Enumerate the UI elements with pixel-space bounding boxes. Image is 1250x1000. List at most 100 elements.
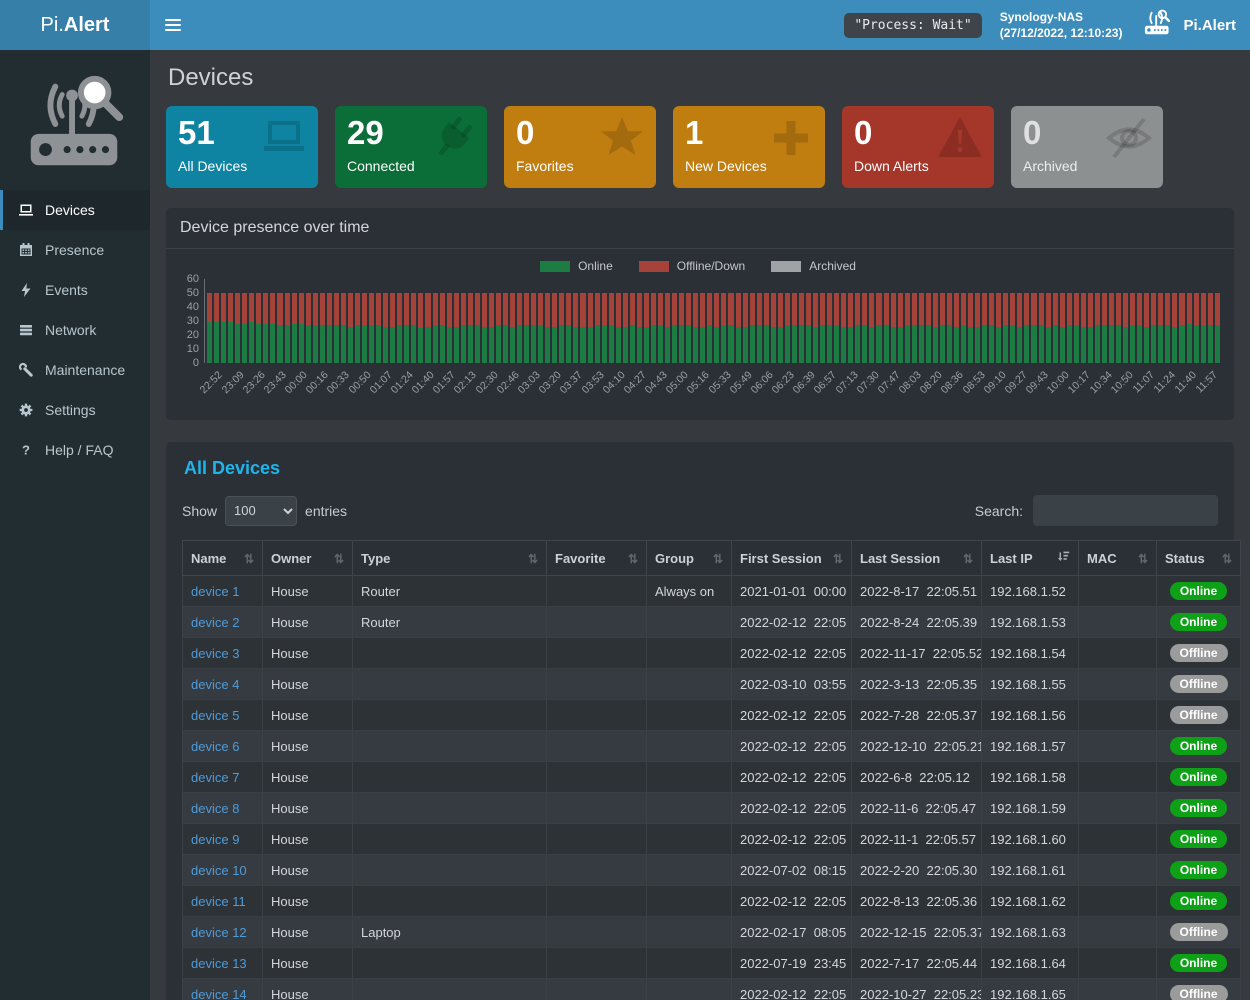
hamburger-menu-icon[interactable] bbox=[150, 0, 195, 50]
column-header-mac[interactable]: MAC⇅ bbox=[1079, 541, 1157, 576]
presence-bar bbox=[750, 293, 755, 363]
last-ip-cell: 192.168.1.55 bbox=[982, 669, 1079, 700]
sidebar-item-settings[interactable]: Settings bbox=[0, 390, 150, 430]
column-header-status[interactable]: Status⇅ bbox=[1157, 541, 1241, 576]
sort-icon: ⇅ bbox=[244, 551, 254, 566]
presence-bar bbox=[954, 293, 959, 363]
presence-bar bbox=[475, 293, 480, 363]
device-link[interactable]: device 8 bbox=[191, 801, 239, 816]
sort-icon: ⇅ bbox=[713, 551, 723, 566]
presence-bar bbox=[1123, 293, 1128, 363]
device-link[interactable]: device 2 bbox=[191, 615, 239, 630]
first-session-cell: 2022-02-12 22:05 bbox=[732, 700, 852, 731]
column-header-last-ip[interactable]: Last IP bbox=[982, 541, 1079, 576]
card-archived[interactable]: 0Archived bbox=[1011, 106, 1163, 188]
presence-bar bbox=[630, 293, 635, 363]
presence-bar bbox=[820, 293, 825, 363]
type-cell: Laptop bbox=[353, 917, 547, 948]
device-link[interactable]: device 9 bbox=[191, 832, 239, 847]
presence-bar bbox=[1208, 293, 1213, 363]
presence-bar bbox=[573, 293, 578, 363]
owner-cell: House bbox=[263, 700, 353, 731]
presence-bar bbox=[862, 293, 867, 363]
sidebar-item-events[interactable]: Events bbox=[0, 270, 150, 310]
table-title: All Devices bbox=[184, 458, 1218, 479]
table-row: device 4House2022-03-10 03:552022-3-13 2… bbox=[183, 669, 1241, 700]
sidebar: DevicesPresence Events NetworkMaintenanceS… bbox=[0, 50, 150, 1000]
device-link[interactable]: device 5 bbox=[191, 708, 239, 723]
presence-bar bbox=[362, 293, 367, 363]
card-all-devices[interactable]: 51All Devices bbox=[166, 106, 318, 188]
table-row: device 1HouseRouterAlways on2021-01-01 0… bbox=[183, 576, 1241, 607]
column-header-favorite[interactable]: Favorite⇅ bbox=[547, 541, 647, 576]
owner-cell: House bbox=[263, 669, 353, 700]
card-down-alerts[interactable]: 0Down Alerts bbox=[842, 106, 994, 188]
presence-chart-panel: Device presence over time OnlineOffline/… bbox=[166, 208, 1234, 420]
column-header-group[interactable]: Group⇅ bbox=[647, 541, 732, 576]
presence-bar bbox=[433, 293, 438, 363]
group-cell bbox=[647, 607, 732, 638]
table-row: device 13House2022-07-19 23:452022-7-17 … bbox=[183, 948, 1241, 979]
presence-bar bbox=[1137, 293, 1142, 363]
device-link[interactable]: device 3 bbox=[191, 646, 239, 661]
app-logo[interactable]: Pi.Alert bbox=[0, 0, 150, 50]
presence-bar bbox=[728, 293, 733, 363]
card-new-devices[interactable]: 1New Devices bbox=[673, 106, 825, 188]
column-header-first-session[interactable]: First Session⇅ bbox=[732, 541, 852, 576]
presence-bar bbox=[827, 293, 832, 363]
presence-bar bbox=[292, 293, 297, 363]
plug-icon bbox=[427, 114, 479, 167]
presence-bar bbox=[926, 293, 931, 363]
first-session-cell: 2022-07-02 08:15 bbox=[732, 855, 852, 886]
column-header-type[interactable]: Type⇅ bbox=[353, 541, 547, 576]
presence-bar bbox=[1046, 293, 1051, 363]
presence-bar bbox=[961, 293, 966, 363]
last-ip-cell: 192.168.1.65 bbox=[982, 979, 1079, 1000]
presence-bar bbox=[545, 293, 550, 363]
sidebar-item-network[interactable]: Network bbox=[0, 310, 150, 350]
device-link[interactable]: device 6 bbox=[191, 739, 239, 754]
presence-bar bbox=[404, 293, 409, 363]
first-session-cell: 2022-02-12 22:05 bbox=[732, 824, 852, 855]
sidebar-item-devices[interactable]: Devices bbox=[0, 190, 150, 230]
presence-bar bbox=[933, 293, 938, 363]
presence-bar bbox=[743, 293, 748, 363]
table-row: device 6House2022-02-12 22:052022-12-10 … bbox=[183, 731, 1241, 762]
page-length-select[interactable]: 100 bbox=[225, 496, 297, 526]
presence-bar bbox=[665, 293, 670, 363]
device-link[interactable]: device 13 bbox=[191, 956, 247, 971]
column-header-owner[interactable]: Owner⇅ bbox=[263, 541, 353, 576]
device-link[interactable]: device 11 bbox=[191, 894, 246, 909]
sidebar-item-maintenance[interactable]: Maintenance bbox=[0, 350, 150, 390]
sidebar-item-help-faq[interactable]: ?Help / FAQ bbox=[0, 430, 150, 470]
device-link[interactable]: device 7 bbox=[191, 770, 239, 785]
presence-bar bbox=[707, 293, 712, 363]
star-icon bbox=[596, 114, 648, 167]
device-link[interactable]: device 1 bbox=[191, 584, 239, 599]
favorite-cell bbox=[547, 948, 647, 979]
last-ip-cell: 192.168.1.59 bbox=[982, 793, 1079, 824]
presence-bar bbox=[1017, 293, 1022, 363]
presence-bar bbox=[538, 293, 543, 363]
first-session-cell: 2021-01-01 00:00 bbox=[732, 576, 852, 607]
card-connected[interactable]: 29Connected bbox=[335, 106, 487, 188]
last-ip-cell: 192.168.1.58 bbox=[982, 762, 1079, 793]
sidebar-item-label: Events bbox=[45, 282, 88, 298]
chart-plot bbox=[204, 279, 1220, 363]
favorite-cell bbox=[547, 669, 647, 700]
card-favorites[interactable]: 0Favorites bbox=[504, 106, 656, 188]
column-header-last-session[interactable]: Last Session⇅ bbox=[852, 541, 982, 576]
sidebar-item-presence[interactable]: Presence bbox=[0, 230, 150, 270]
presence-bar bbox=[341, 293, 346, 363]
type-cell bbox=[353, 731, 547, 762]
search-input[interactable] bbox=[1033, 495, 1218, 526]
column-header-name[interactable]: Name⇅ bbox=[183, 541, 263, 576]
device-link[interactable]: device 14 bbox=[191, 987, 247, 1000]
device-link[interactable]: device 10 bbox=[191, 863, 247, 878]
presence-bar bbox=[1109, 293, 1114, 363]
presence-bar bbox=[418, 293, 423, 363]
last-ip-cell: 192.168.1.57 bbox=[982, 731, 1079, 762]
show-label: Show bbox=[182, 503, 217, 519]
device-link[interactable]: device 12 bbox=[191, 925, 247, 940]
device-link[interactable]: device 4 bbox=[191, 677, 239, 692]
